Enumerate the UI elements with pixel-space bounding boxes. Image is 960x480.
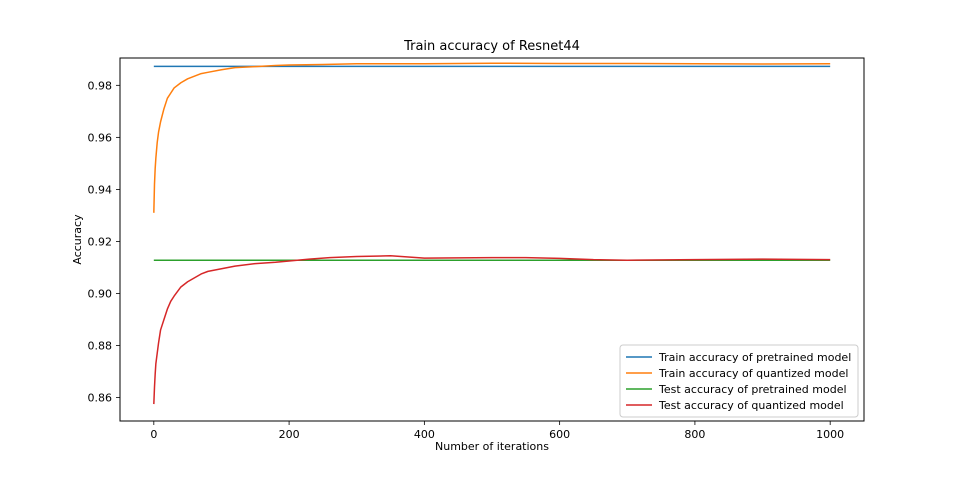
legend-label-4: Test accuracy of quantized model — [658, 399, 844, 412]
x-tick-label: 0 — [150, 428, 157, 441]
y-axis-ticks: 0.86 0.88 0.90 0.92 0.94 0.96 0.98 — [88, 79, 120, 405]
x-tick-label: 600 — [549, 428, 570, 441]
legend-label-3: Test accuracy of pretrained model — [658, 383, 847, 396]
y-tick-label: 0.98 — [88, 79, 113, 92]
y-tick-label: 0.86 — [88, 392, 113, 405]
series-line-2 — [153, 62, 831, 213]
x-tick-label: 400 — [414, 428, 435, 441]
x-axis-ticks: 0 200 400 600 800 1000 — [150, 421, 844, 441]
y-axis-label: Accuracy — [71, 214, 84, 265]
y-tick-label: 0.92 — [88, 235, 113, 248]
y-tick-label: 0.90 — [88, 287, 113, 300]
legend-label-1: Train accuracy of pretrained model — [658, 351, 851, 364]
x-axis-label: Number of iterations — [435, 440, 549, 453]
x-tick-label: 1000 — [816, 428, 844, 441]
y-tick-label: 0.96 — [88, 131, 113, 144]
legend-box — [619, 344, 859, 418]
plot-frame — [119, 57, 865, 422]
x-tick-label: 800 — [684, 428, 705, 441]
legend: Train accuracy of pretrained model Train … — [619, 344, 859, 418]
chart-title: Train accuracy of Resnet44 — [403, 39, 580, 54]
y-tick-label: 0.88 — [88, 340, 113, 353]
legend-label-2: Train accuracy of quantized model — [658, 367, 848, 380]
x-tick-label: 200 — [279, 428, 300, 441]
plot-area — [153, 62, 831, 405]
y-tick-label: 0.94 — [88, 183, 113, 196]
series-line-4 — [153, 255, 831, 405]
